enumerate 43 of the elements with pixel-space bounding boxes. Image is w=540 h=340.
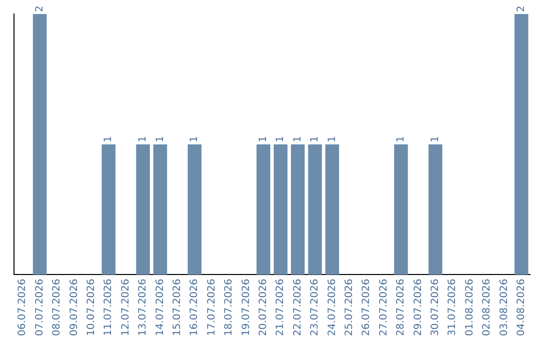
x-tick-label: 20.07.2026 (258, 278, 269, 336)
data-label: 1 (326, 136, 338, 142)
x-tick-label: 26.07.2026 (361, 278, 372, 336)
x-tick-label: 12.07.2026 (120, 278, 132, 336)
x-tick-label: 08.07.2026 (52, 278, 63, 336)
x-tick-label: 25.07.2026 (344, 278, 355, 336)
x-tick-label: 09.07.2026 (68, 278, 80, 336)
x-tick-label: 29.07.2026 (412, 278, 424, 336)
x-tick-label: 14.07.2026 (154, 278, 166, 336)
x-tick-label: 22.07.2026 (292, 278, 304, 336)
x-tick-label: 21.07.2026 (275, 278, 286, 336)
data-label: 1 (310, 136, 321, 142)
data-label: 1 (396, 136, 407, 142)
data-label: 2 (516, 6, 527, 12)
x-tick-label: 06.07.2026 (17, 278, 28, 336)
x-tick-label: 07.07.2026 (34, 278, 46, 336)
x-tick-label: 13.07.2026 (138, 278, 149, 336)
x-tick-label: 11.07.2026 (103, 278, 114, 336)
data-label: 1 (258, 136, 269, 142)
x-tick-label: 04.08.2026 (516, 278, 527, 336)
data-label: 1 (275, 136, 286, 142)
x-tick-label: 02.08.2026 (482, 278, 493, 336)
x-tick-label: 27.07.2026 (378, 278, 390, 336)
x-tick-label: 15.07.2026 (172, 278, 183, 336)
x-tick-label: 24.07.2026 (326, 278, 338, 336)
data-label: 1 (154, 136, 166, 142)
x-tick-label: 01.08.2026 (464, 278, 476, 336)
x-tick-label: 30.07.2026 (430, 278, 441, 336)
data-label: 1 (292, 136, 304, 142)
data-label: 1 (430, 136, 441, 142)
x-tick-label: 18.07.2026 (224, 278, 235, 336)
x-tick-label: 19.07.2026 (240, 278, 252, 336)
x-tick-label: 28.07.2026 (396, 278, 407, 336)
data-label: 1 (138, 136, 149, 142)
x-tick-label: 10.07.2026 (86, 278, 97, 336)
x-tick-label: 23.07.2026 (310, 278, 321, 336)
data-label: 2 (34, 6, 46, 12)
x-tick-label: 16.07.2026 (189, 278, 200, 336)
x-tick-label: 17.07.2026 (206, 278, 218, 336)
data-label: 1 (189, 136, 200, 142)
data-label: 1 (103, 136, 114, 142)
x-tick-label: 03.08.2026 (498, 278, 510, 336)
x-tick-label: 31.07.2026 (447, 278, 458, 336)
